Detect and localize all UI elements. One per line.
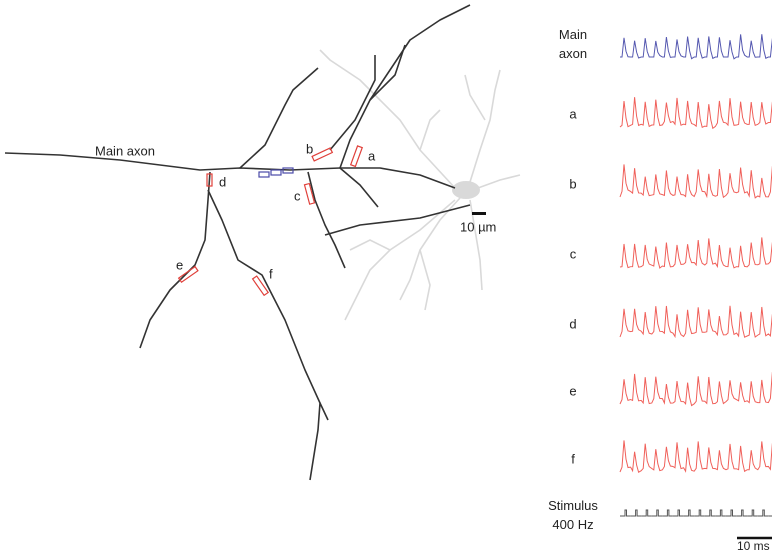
site-label: a [368,148,376,163]
site-label: d [219,174,226,189]
scale-bar-label: 10 µm [460,219,496,234]
trace-label: axon [559,46,587,61]
time-scale-label: 10 ms [737,539,770,550]
trace-label: a [569,106,577,121]
voltage-trace [620,97,772,128]
trace-label: d [569,316,576,331]
axon-label: Main axon [95,143,155,158]
trace-label: Stimulus [548,498,598,513]
voltage-trace [620,306,772,337]
site-label: c [294,188,301,203]
trace-label: f [571,451,575,466]
site-label: f [269,266,273,281]
trace-label: Main [559,27,587,42]
figure: Main axon a b c d e f 10 µm 10 ms Main ax… [0,0,772,550]
trace-label: b [569,176,576,191]
voltage-trace [620,34,772,59]
trace-label: c [570,246,577,261]
trace-label: 400 Hz [552,517,593,532]
site-label: b [306,141,313,156]
voltage-trace [620,164,772,197]
voltage-trace [620,237,772,268]
dendrites [320,50,520,320]
trace-label: e [569,383,576,398]
stimulus-trace [620,510,772,516]
voltage-trace [620,372,772,406]
axon-arbor [5,5,486,480]
voltage-trace [620,440,772,472]
site-label: e [176,257,183,272]
